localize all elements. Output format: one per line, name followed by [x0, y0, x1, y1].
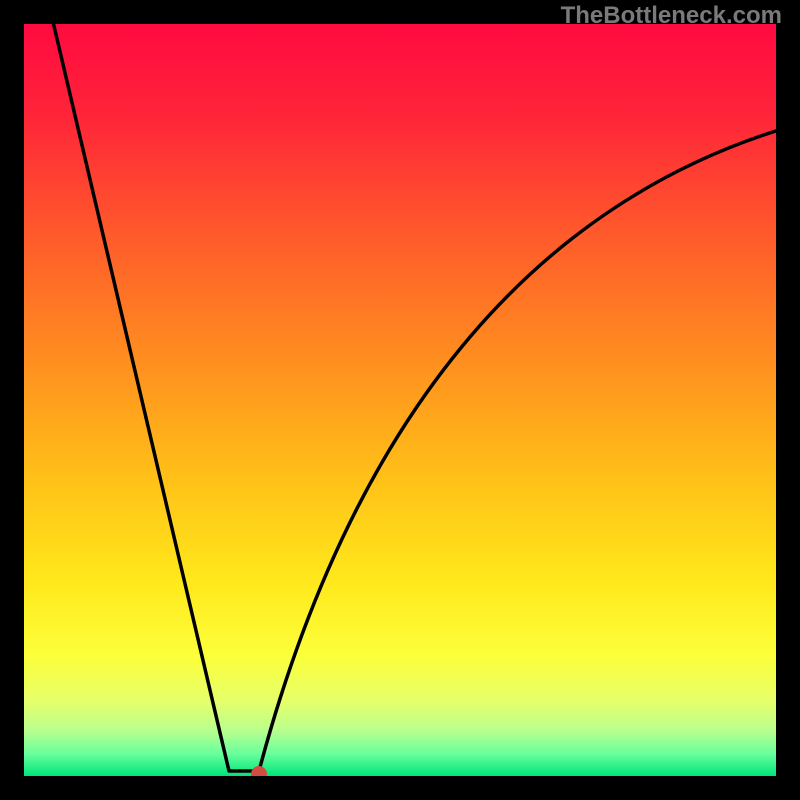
curve-layer [24, 24, 776, 776]
chart-stage: TheBottleneck.com [0, 0, 800, 800]
trough-marker-icon [251, 766, 267, 776]
bottleneck-curve [50, 24, 776, 771]
plot-area [24, 24, 776, 776]
watermark-text: TheBottleneck.com [561, 2, 782, 30]
